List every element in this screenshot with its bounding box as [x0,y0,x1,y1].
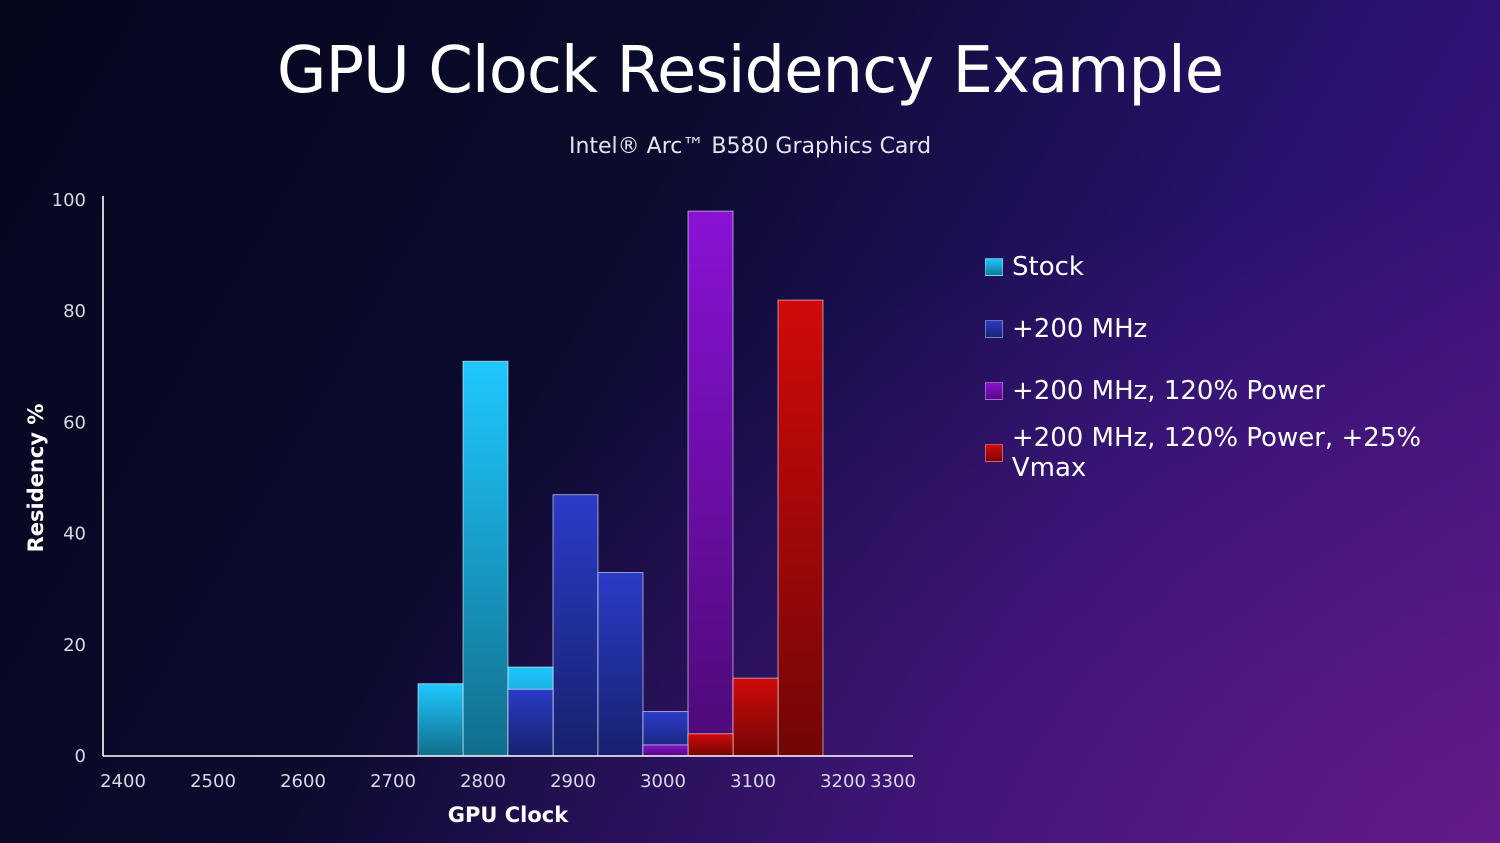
legend-label: +200 MHz [1012,314,1148,344]
legend-label: +200 MHz, 120% Power, +25% Vmax [1011,423,1422,483]
y-axis-title: Residency % [24,404,48,553]
bar-2-3000 [642,744,689,757]
chart-legend: Stock +200 MHz +200 MHz, 120% Power +200… [985,236,1500,484]
bar-3-3050 [687,733,734,757]
legend-item-stock: Stock [985,236,1500,298]
chart-subtitle: Intel® Arc™ B580 Graphics Card [568,134,932,159]
legend-label: +200 MHz, 120% Power [1012,376,1326,406]
bar-1-2850 [507,688,554,757]
x-tick-label: 2900 [550,771,596,792]
legend-item-200mhz-power: +200 MHz, 120% Power [985,360,1500,422]
y-tick-label: 40 [63,524,86,545]
page-title: GPU Clock Residency Example [276,34,1224,108]
y-tick-label: 0 [75,746,86,767]
legend-item-200mhz-power-vmax: +200 MHz, 120% Power, +25% Vmax [985,422,1500,484]
legend-swatch [985,258,1003,276]
legend-swatch [985,320,1003,338]
y-tick-label: 80 [63,301,86,322]
x-tick-label: 2700 [370,771,416,792]
x-tick-label: 2500 [190,771,236,792]
bar-3-3100 [732,677,779,757]
legend-item-200mhz: +200 MHz [985,298,1500,360]
y-tick-label: 100 [52,190,86,211]
x-axis-title: GPU Clock [448,803,569,827]
bar-1-2950 [597,572,644,757]
x-tick-label: 3100 [730,771,776,792]
x-tick-label: 2800 [460,771,506,792]
x-tick-label: 2600 [280,771,326,792]
bar-0-2750 [417,683,464,757]
x-tick-label: 2400 [100,771,146,792]
bar-2-3050 [687,210,734,757]
x-tick-label: 3300 [870,771,916,792]
legend-swatch [985,382,1003,400]
bar-3-3150 [777,299,824,757]
y-tick-label: 60 [63,412,86,433]
x-tick-label: 3200 [820,771,866,792]
y-tick-label: 20 [63,635,86,656]
legend-label: Stock [1012,252,1084,282]
x-tick-label: 3000 [640,771,686,792]
bar-1-2900 [552,494,599,757]
legend-swatch [985,444,1003,462]
bar-0-2800 [462,360,509,757]
